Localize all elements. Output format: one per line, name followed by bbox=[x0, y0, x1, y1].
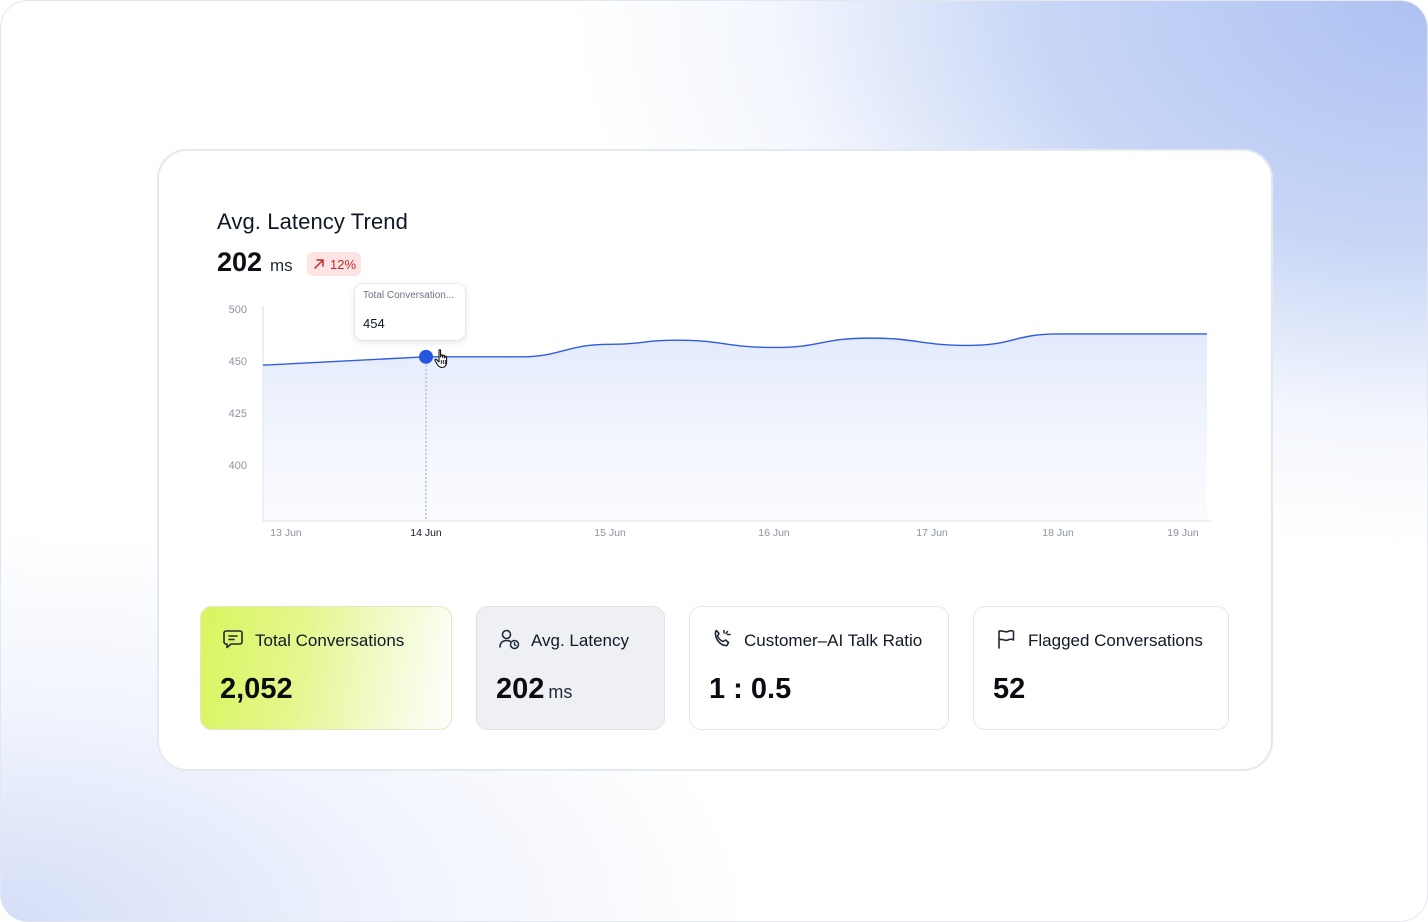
metric-value: 1 : 0.5 bbox=[709, 673, 791, 706]
tooltip-label: Total Conversation... bbox=[363, 290, 455, 301]
y-tick-label: 425 bbox=[229, 408, 247, 420]
metric-value: 2,052 bbox=[220, 673, 293, 706]
headline-latency-value: 202 bbox=[217, 247, 263, 277]
dashboard-card: Avg. Latency Trend 202 ms 12% 500 450 425 4… bbox=[157, 149, 1273, 771]
metric-card-avg-latency[interactable]: Avg. Latency 202 ms bbox=[476, 606, 665, 730]
chat-message-icon bbox=[223, 630, 243, 649]
metric-value: 202 ms bbox=[496, 673, 572, 706]
x-tick-label: 18 Jun bbox=[1042, 527, 1074, 539]
latency-area-chart[interactable]: 500 450 425 400 13 Jun 14 Jun 15 Jun 16 Jun 17 … bbox=[159, 151, 1275, 571]
x-tick-label: 16 Jun bbox=[758, 527, 790, 539]
x-tick-label: 19 Jun bbox=[1167, 527, 1199, 539]
metric-number: 52 bbox=[993, 673, 1026, 705]
x-tick-label: 17 Jun bbox=[916, 527, 948, 539]
metric-number: 2,052 bbox=[220, 673, 293, 705]
chart-title: Avg. Latency Trend bbox=[217, 209, 408, 234]
user-clock-icon bbox=[499, 629, 520, 650]
series-area-fill bbox=[263, 333, 1207, 521]
metric-unit: ms bbox=[548, 682, 573, 702]
flag-icon bbox=[998, 629, 1015, 649]
metric-label: Total Conversations bbox=[255, 631, 405, 650]
tooltip-value: 454 bbox=[363, 316, 385, 331]
metric-card-talk-ratio[interactable]: Customer–AI Talk Ratio 1 : 0.5 bbox=[689, 606, 949, 730]
y-tick-label: 450 bbox=[229, 356, 247, 368]
phone-ringing-icon bbox=[714, 629, 731, 647]
y-tick-label: 500 bbox=[229, 304, 247, 316]
arrow-up-right-icon bbox=[314, 259, 324, 269]
metric-number: 202 bbox=[496, 673, 545, 705]
metric-card-total-conversations[interactable]: Total Conversations 2,052 bbox=[200, 606, 452, 730]
metric-label: Customer–AI Talk Ratio bbox=[744, 631, 923, 650]
x-tick-label: 14 Jun bbox=[410, 527, 442, 539]
highlight-point[interactable] bbox=[419, 349, 433, 364]
metric-card-flagged-conversations[interactable]: Flagged Conversations 52 bbox=[973, 606, 1229, 730]
headline-latency-unit: ms bbox=[270, 256, 293, 275]
x-tick-label: 15 Jun bbox=[594, 527, 626, 539]
x-tick-label: 13 Jun bbox=[270, 527, 302, 539]
metric-label: Flagged Conversations bbox=[1028, 631, 1203, 650]
hand-pointer-cursor-icon bbox=[434, 349, 448, 369]
trend-badge-label: 12% bbox=[329, 256, 357, 272]
trend-badge: 12% bbox=[307, 252, 361, 276]
metric-number: 1 : 0.5 bbox=[709, 673, 792, 705]
metric-label: Avg. Latency bbox=[531, 631, 629, 650]
metric-value: 52 bbox=[993, 673, 1025, 706]
series-line bbox=[262, 333, 1207, 366]
y-tick-label: 400 bbox=[229, 460, 247, 472]
chart-tooltip: Total Conversation... 454 bbox=[355, 284, 465, 340]
